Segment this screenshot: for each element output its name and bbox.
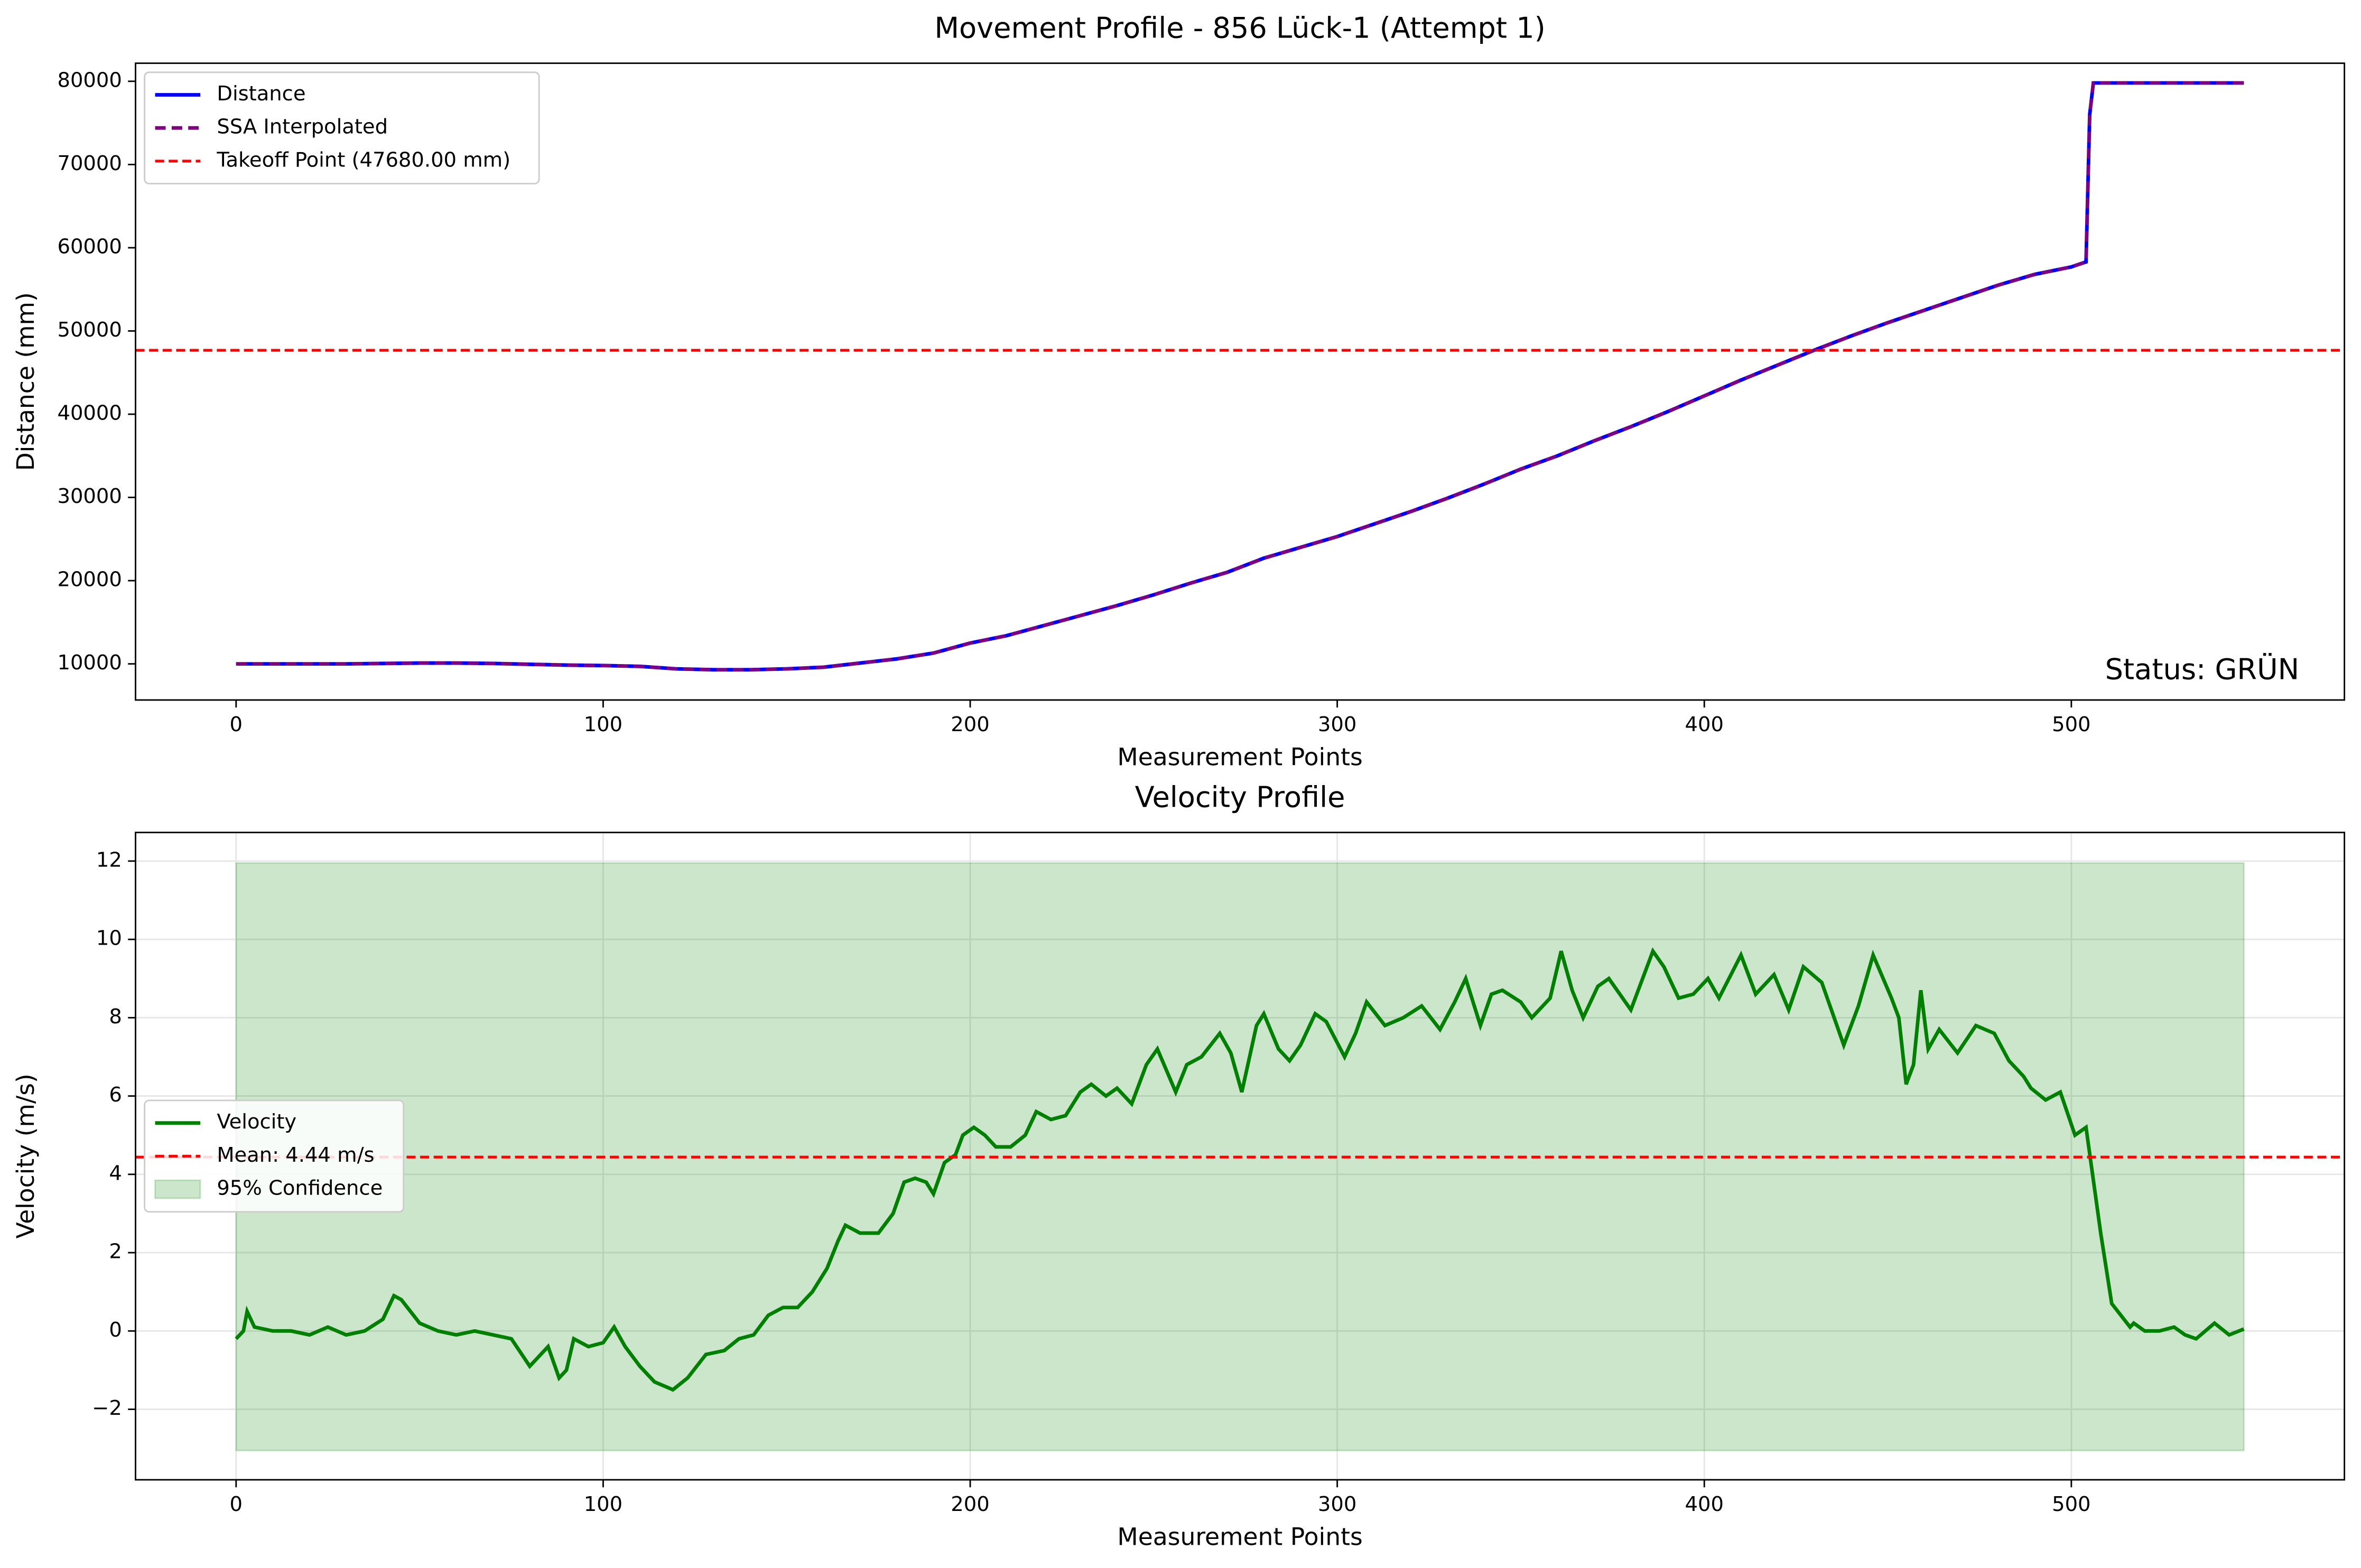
legend-swatch: [154, 1179, 201, 1199]
data-line: [236, 81, 2244, 671]
y-tick-label: 30000: [57, 484, 122, 508]
legend-label: Distance: [217, 82, 305, 106]
x-tick-label: 300: [1318, 713, 1356, 736]
x-tick-label: 0: [230, 1492, 243, 1516]
status-annotation: Status: GRÜN: [2105, 653, 2300, 686]
legend-label: SSA Interpolated: [217, 115, 388, 139]
x-tick-label: 300: [1318, 1492, 1356, 1516]
x-axis-label: Measurement Points: [1117, 743, 1362, 771]
y-tick-label: 12: [96, 848, 122, 872]
y-tick-label: 10: [96, 927, 122, 950]
y-axis-label: Velocity (m/s): [12, 1074, 40, 1238]
x-tick-label: 500: [2052, 1492, 2090, 1516]
y-tick-label: 6: [109, 1083, 122, 1107]
y-tick-label: 70000: [57, 152, 122, 175]
x-tick-label: 100: [584, 713, 622, 736]
legend-label: Velocity: [217, 1110, 296, 1134]
y-tick-label: 8: [109, 1005, 122, 1029]
x-tick-label: 400: [1685, 713, 1724, 736]
y-tick-label: 60000: [57, 235, 122, 258]
y-axis-label: Distance (mm): [12, 292, 40, 471]
x-tick-label: 200: [951, 1492, 989, 1516]
y-tick-label: 2: [109, 1240, 122, 1264]
chart-title: Velocity Profile: [1135, 781, 1345, 814]
y-tick-label: 50000: [57, 318, 122, 342]
legend-label: Takeoff Point (47680.00 mm): [216, 148, 510, 172]
legend-label: Mean: 4.44 m/s: [217, 1143, 374, 1167]
plot: Movement Profile - 856 Lück-1 (Attempt 1…: [12, 12, 2346, 771]
y-tick-label: 80000: [57, 68, 122, 92]
x-axis-label: Measurement Points: [1117, 1523, 1362, 1551]
legend-box: [144, 1099, 405, 1213]
y-tick-label: −2: [92, 1396, 122, 1420]
y-tick-label: 0: [109, 1318, 122, 1342]
legend: Velocity Mean: 4.44 m/s 95% Confidence: [144, 1099, 405, 1213]
y-tick-label: 20000: [57, 568, 122, 592]
y-tick-label: 4: [109, 1161, 122, 1185]
axes-frame: [135, 62, 2346, 701]
x-tick-label: 0: [230, 713, 243, 736]
legend: Distance SSA Interpolated Takeoff Point (4…: [144, 71, 540, 185]
x-tick-label: 100: [584, 1492, 622, 1516]
plot: Velocity Profile Measurement Points Veloci…: [12, 781, 2346, 1551]
x-tick-label: 200: [951, 713, 989, 736]
data-line: [235, 947, 2245, 1392]
y-tick-label: 10000: [57, 651, 122, 675]
axes-frame: [135, 832, 2346, 1481]
x-tick-label: 400: [1685, 1492, 1724, 1516]
chart-title: Movement Profile - 856 Lück-1 (Attempt 1…: [934, 12, 1545, 45]
x-tick-label: 500: [2052, 713, 2090, 736]
legend-label: 95% Confidence: [217, 1177, 383, 1200]
legend-box: [144, 71, 540, 185]
y-tick-label: 40000: [57, 402, 122, 425]
